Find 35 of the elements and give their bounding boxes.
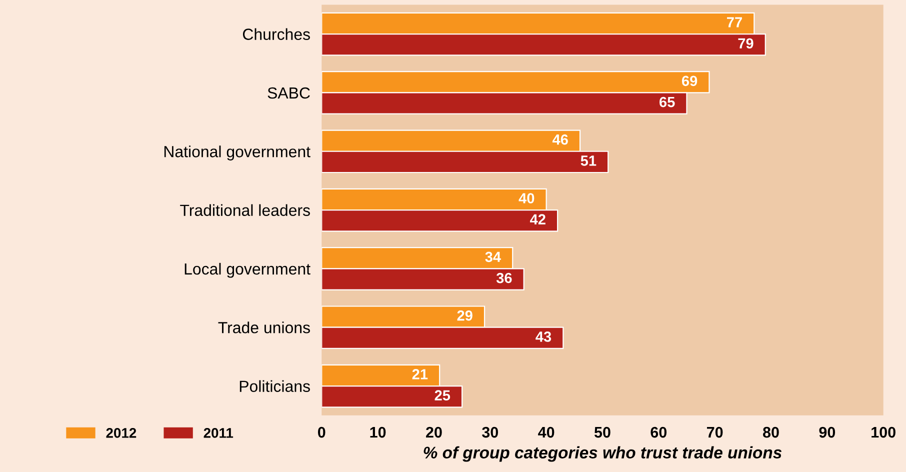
x-tick-label: 50 — [594, 426, 610, 438]
y-tick-label: National government — [164, 146, 310, 160]
data-label: 77 — [727, 17, 742, 28]
x-axis-title: % of group categories who trust trade unions — [424, 446, 782, 462]
data-label: 40 — [518, 193, 534, 204]
data-label: 25 — [434, 390, 450, 401]
data-label: 29 — [457, 310, 472, 321]
y-tick-label: Churches — [242, 28, 310, 40]
y-tick-label: Traditional leaders — [180, 204, 310, 216]
data-label: 79 — [738, 38, 754, 49]
x-tick-label: 20 — [426, 426, 442, 438]
data-label: 65 — [660, 96, 675, 108]
x-tick-label: 80 — [762, 426, 779, 438]
y-tick-label: Trade unions — [218, 322, 310, 334]
y-tick-label: SABC — [268, 87, 310, 99]
data-label: 36 — [496, 272, 512, 284]
x-tick-label: 60 — [650, 426, 667, 438]
x-tick-label: 0 — [318, 426, 326, 438]
data-label: 46 — [552, 134, 568, 145]
y-tick-label: Politicians — [240, 380, 310, 392]
data-label: 69 — [682, 76, 698, 86]
data-label: 42 — [530, 214, 546, 224]
data-label: 51 — [580, 156, 596, 166]
legend-label: 2012 — [106, 428, 136, 438]
data-label: 43 — [536, 332, 552, 342]
legend-label: 2011 — [204, 428, 234, 438]
data-label: 34 — [485, 252, 501, 262]
x-tick-label: 100 — [872, 426, 896, 438]
data-label: 21 — [412, 369, 428, 380]
y-tick-label: Local government — [184, 262, 310, 278]
x-tick-label: 10 — [370, 426, 386, 438]
x-tick-label: 90 — [819, 426, 836, 438]
x-tick-label: 40 — [538, 426, 554, 438]
x-tick-label: 70 — [706, 426, 723, 438]
x-tick-label: 30 — [482, 426, 498, 438]
